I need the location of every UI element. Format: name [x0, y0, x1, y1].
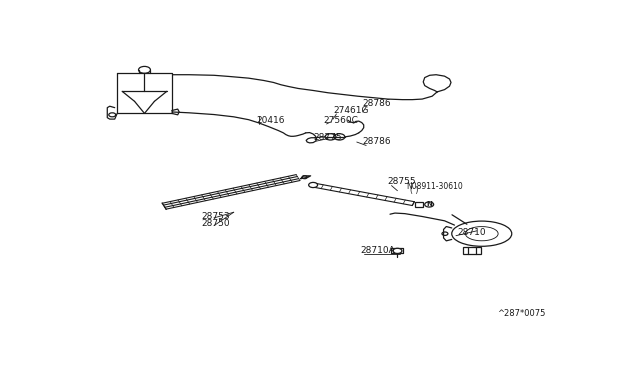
Text: 28753: 28753 — [202, 212, 230, 221]
Text: 28710: 28710 — [457, 228, 486, 237]
Text: 28786: 28786 — [363, 99, 391, 108]
FancyBboxPatch shape — [415, 202, 423, 207]
Text: ^287*0075: ^287*0075 — [497, 309, 545, 318]
Text: 28786: 28786 — [363, 137, 391, 146]
Text: 28775: 28775 — [313, 133, 342, 142]
Text: 28755: 28755 — [388, 177, 416, 186]
Text: 28710A: 28710A — [360, 246, 395, 255]
Text: N08911-30610: N08911-30610 — [406, 182, 463, 191]
Text: 28750: 28750 — [202, 219, 230, 228]
Text: 27560C: 27560C — [323, 116, 358, 125]
FancyBboxPatch shape — [463, 247, 481, 254]
Text: 20416: 20416 — [256, 116, 285, 125]
Text: 27461G: 27461G — [333, 106, 369, 115]
Circle shape — [393, 248, 402, 253]
Circle shape — [308, 182, 317, 187]
Text: N: N — [426, 202, 432, 208]
Text: ( ): ( ) — [410, 186, 418, 195]
